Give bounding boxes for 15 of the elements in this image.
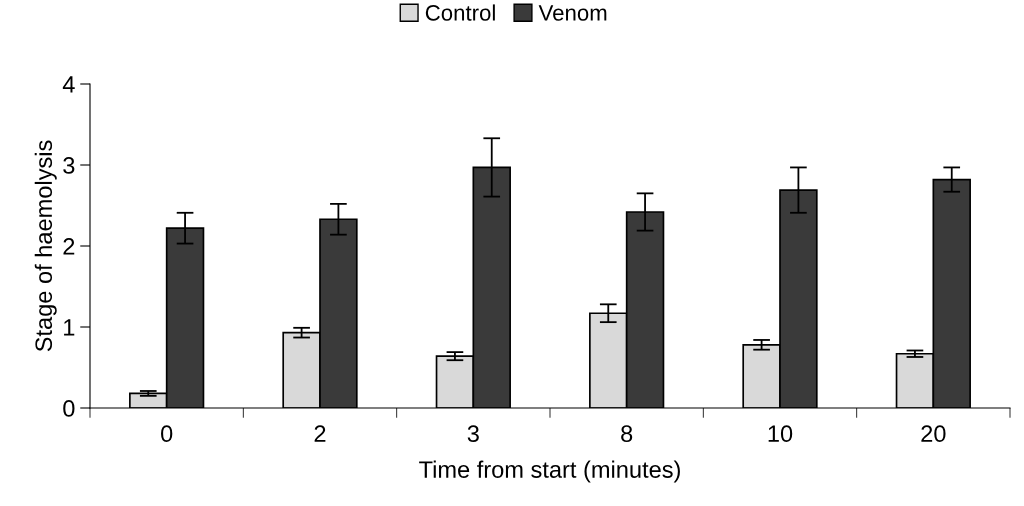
- x-tick-label: 3: [467, 425, 479, 443]
- x-tick-label: 0: [161, 425, 173, 443]
- x-tick-label: 2: [314, 425, 326, 442]
- y-tick-label: 0: [63, 400, 75, 417]
- x-tick-label: 8: [621, 425, 633, 443]
- legend-label: Venom: [538, 5, 607, 21]
- y-tick-label: 3: [63, 157, 75, 174]
- y-axis-title: Stage of haemolysis: [34, 140, 57, 352]
- y-tick-label: 2: [63, 238, 75, 255]
- y-tick-label: 4: [62, 76, 75, 93]
- legend-label: Control: [425, 4, 495, 21]
- x-tick-label: 20: [921, 425, 946, 443]
- x-tick-label: 10: [768, 425, 793, 443]
- x-axis-title: Time from start (minutes): [419, 460, 680, 483]
- y-tick-label: 1: [64, 319, 75, 336]
